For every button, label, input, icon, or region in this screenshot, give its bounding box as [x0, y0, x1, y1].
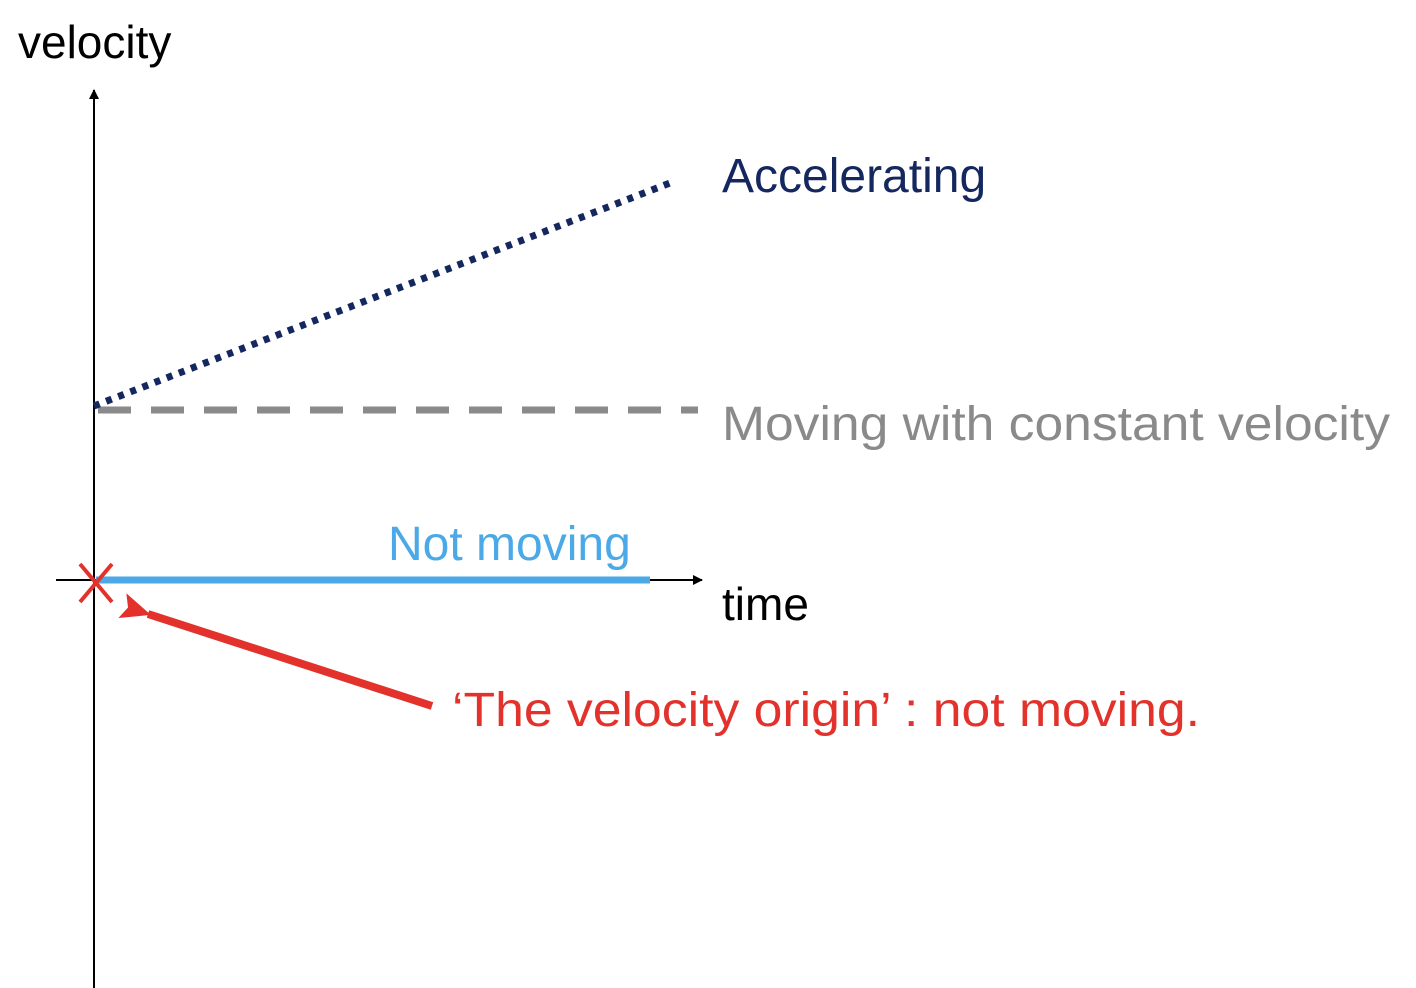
constant-velocity-label: Moving with constant velocity: [722, 398, 1390, 451]
origin-annotation-arrow: [118, 593, 434, 710]
not-moving-label: Not moving: [388, 518, 631, 571]
origin-annotation-label: ‘The velocity origin’ : not moving.: [452, 684, 1200, 737]
origin-marker: [78, 562, 114, 604]
accelerating-label: Accelerating: [722, 150, 986, 203]
x-axis-label: time: [722, 578, 809, 630]
accelerating-line: [92, 179, 672, 410]
y-axis-label: velocity: [18, 16, 171, 68]
